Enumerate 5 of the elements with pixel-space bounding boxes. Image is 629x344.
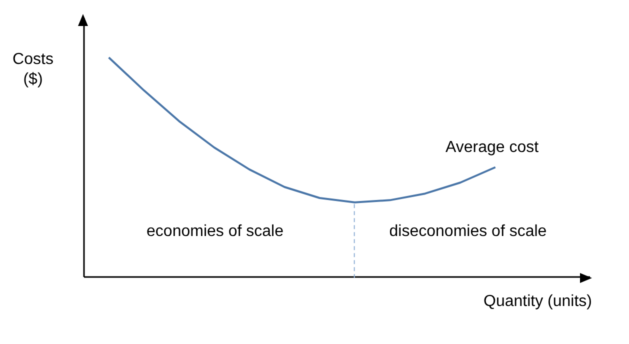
annotation: diseconomies of scale (389, 223, 547, 240)
y-axis-title: Costs ($) (12, 51, 54, 88)
x-axis-title: Quantity (units) (484, 293, 592, 310)
annotation: economies of scale (146, 223, 284, 240)
series-label: Average cost (445, 139, 540, 156)
